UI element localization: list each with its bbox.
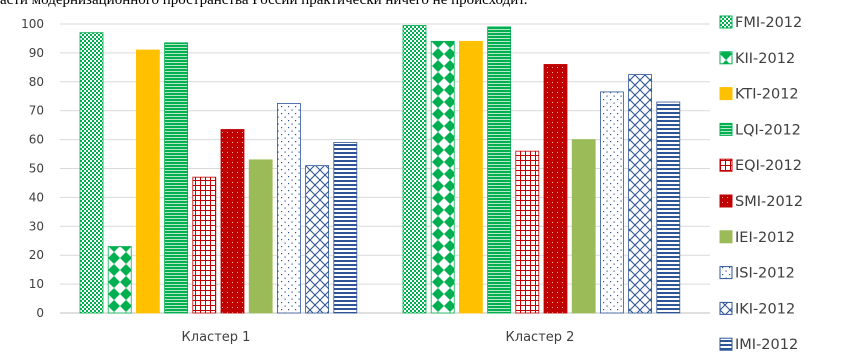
- y-tick-label: 70: [29, 104, 44, 118]
- bar-iki-2012-2: [628, 74, 652, 314]
- bar-kii-2012-2: [430, 40, 455, 314]
- legend-label: SMI-2012: [735, 194, 803, 210]
- header-text: асти модернизационного пространства Росс…: [0, 0, 528, 8]
- y-tick-label: 0: [36, 306, 44, 320]
- legend-swatch: [719, 301, 733, 315]
- y-tick-label: 80: [29, 75, 44, 89]
- bar-kii-2012-1: [107, 246, 132, 314]
- bar-smi-2012-1: [220, 129, 245, 314]
- bar-fmi-2012-2: [402, 25, 427, 314]
- x-category-label: Кластер 1: [182, 330, 251, 345]
- bar-iei-2012-1: [248, 159, 273, 314]
- bar-smi-2012-2: [543, 64, 568, 314]
- bars: [79, 25, 681, 314]
- y-tick-label: 90: [29, 46, 44, 60]
- legend-swatch: [719, 337, 733, 351]
- legend-swatch: [719, 51, 733, 65]
- bar-iki-2012-1: [305, 165, 330, 314]
- legend-label: LQI-2012: [735, 122, 801, 138]
- legend-swatch: [719, 15, 733, 29]
- legend-label: ISI-2012: [735, 266, 795, 282]
- legend-swatch: [719, 158, 733, 172]
- x-category-label: Кластер 2: [506, 330, 575, 345]
- x-axis-categories: Кластер 1 Кластер 2: [182, 330, 575, 345]
- legend: FMI-2012 KII-2012 KTI-2012 LQI-2012 EQI-2012…: [719, 15, 803, 353]
- y-tick-label: 20: [29, 248, 44, 262]
- bar-eqi-2012-2: [515, 150, 540, 314]
- legend-label: IEI-2012: [735, 230, 795, 246]
- legend-label: IKI-2012: [735, 301, 795, 317]
- legend-swatch: [719, 266, 733, 280]
- y-tick-label: 10: [29, 277, 44, 291]
- bar-imi-2012-2: [656, 101, 681, 314]
- bar-isi-2012-1: [276, 103, 301, 314]
- y-tick-label: 60: [29, 133, 44, 147]
- bar-iei-2012-2: [571, 139, 596, 314]
- bar-lqi-2012-2: [487, 26, 512, 314]
- bar-imi-2012-1: [333, 142, 358, 314]
- legend-swatch: [719, 122, 733, 136]
- y-tick-label: 50: [29, 162, 44, 176]
- legend-swatch: [719, 230, 733, 244]
- legend-label: EQI-2012: [735, 158, 802, 174]
- bar-lqi-2012-1: [164, 42, 189, 314]
- legend-label: KTI-2012: [735, 87, 799, 103]
- y-tick-label: 30: [29, 219, 44, 233]
- y-axis-ticks: 0 10 20 30 40 50 60 70 80 90 100: [21, 17, 44, 320]
- bar-isi-2012-2: [600, 91, 624, 314]
- bar-fmi-2012-1: [79, 32, 104, 314]
- y-tick-label: 100: [21, 17, 44, 31]
- y-tick-label: 40: [29, 190, 44, 204]
- bar-kti-2012-2: [458, 40, 483, 314]
- legend-swatch: [719, 87, 733, 101]
- legend-label: KII-2012: [735, 51, 795, 67]
- bar-eqi-2012-1: [192, 176, 217, 314]
- legend-swatch: [719, 194, 733, 208]
- legend-label: IMI-2012: [735, 337, 798, 353]
- bar-kti-2012-1: [135, 49, 160, 314]
- legend-label: FMI-2012: [735, 15, 802, 31]
